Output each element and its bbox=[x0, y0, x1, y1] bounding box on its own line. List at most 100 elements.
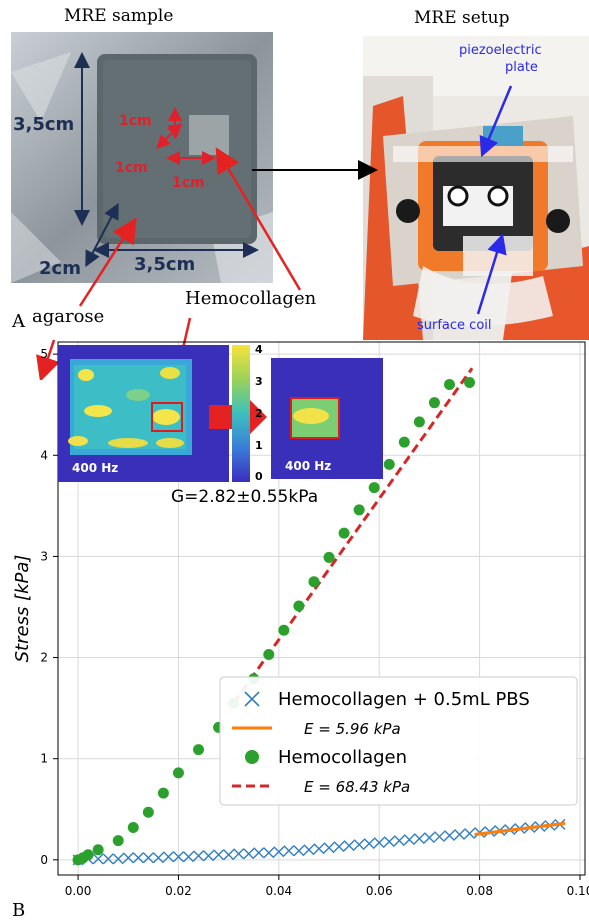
y-axis-label: Stress [kPa] bbox=[12, 555, 33, 663]
y-ticks: 0 1 2 3 4 5 bbox=[40, 347, 58, 867]
pbs-point bbox=[313, 843, 325, 855]
x-tick-label: 0.08 bbox=[466, 884, 493, 898]
legend-marker bbox=[245, 750, 259, 764]
pbs-point bbox=[363, 838, 375, 850]
pbs-point bbox=[172, 851, 184, 863]
panel-a-arrows bbox=[36, 147, 378, 380]
pbs-point bbox=[193, 850, 205, 862]
hemocollagen-point bbox=[368, 482, 380, 494]
panel-a-letter: A bbox=[12, 311, 25, 332]
height-measure-label: 3,5cm bbox=[13, 114, 75, 135]
elastogram-full-map bbox=[68, 359, 192, 455]
pbs-point bbox=[393, 835, 405, 847]
pbs-point bbox=[112, 853, 124, 865]
pbs-point bbox=[433, 831, 445, 843]
left-photo-title: MRE sample bbox=[64, 6, 174, 26]
chart-legend: Hemocollagen + 0.5mL PBS E = 5.96 kPa Hemo… bbox=[219, 676, 578, 806]
pbs-point bbox=[102, 853, 114, 865]
chart-frame bbox=[57, 341, 586, 876]
legend-label: E = 5.96 kPa bbox=[304, 720, 401, 738]
hemocollagen-point bbox=[413, 416, 425, 428]
hemocollagen-point bbox=[278, 624, 290, 636]
pbs-point bbox=[152, 852, 164, 864]
legend-label: Hemocollagen + 0.5mL PBS bbox=[278, 689, 530, 710]
pbs-point bbox=[343, 840, 355, 852]
width-measure-label: 3,5cm bbox=[134, 254, 196, 275]
pbs-point bbox=[233, 848, 245, 860]
setup-arrows bbox=[476, 85, 513, 315]
pbs-point bbox=[323, 842, 335, 854]
pbs-point bbox=[464, 828, 476, 840]
panel-b-letter: B bbox=[12, 900, 26, 921]
y-tick-label: 5 bbox=[40, 347, 48, 361]
pbs-point bbox=[223, 849, 235, 861]
pbs-point bbox=[443, 830, 455, 842]
pbs-point bbox=[383, 836, 395, 848]
pbs-point bbox=[253, 847, 265, 859]
legend-marker bbox=[244, 691, 260, 707]
hemocollagen-point bbox=[323, 551, 335, 563]
hemocollagen-point bbox=[308, 576, 320, 588]
pbs-point bbox=[132, 852, 144, 864]
hemocollagen-point bbox=[353, 504, 365, 516]
shear-modulus-label: G=2.82±0.55kPa bbox=[171, 487, 319, 507]
agarose-annotation: agarose bbox=[32, 306, 105, 327]
pbs-point bbox=[293, 845, 305, 857]
coil-label: surface coil bbox=[417, 318, 492, 333]
pbs-point bbox=[413, 833, 425, 845]
pbs-point bbox=[333, 841, 345, 853]
pbs-point bbox=[162, 851, 174, 863]
hemocollagen-point bbox=[293, 600, 305, 612]
pbs-point bbox=[454, 829, 466, 841]
y-tick-label: 4 bbox=[40, 448, 48, 462]
sample-photo: 3,5cm 3,5cm 2cm 1cm 1cm 1cm bbox=[11, 32, 273, 283]
inner-width2-label: 1cm bbox=[172, 175, 205, 191]
pbs-point bbox=[263, 847, 275, 859]
x-tick-label: 0.02 bbox=[165, 884, 192, 898]
x-tick-label: 0.06 bbox=[366, 884, 393, 898]
pbs-point bbox=[303, 844, 315, 856]
hemocollagen-point bbox=[443, 378, 455, 390]
hemocollagen-point bbox=[383, 458, 395, 470]
legend-label: E = 68.43 kPa bbox=[304, 778, 410, 796]
pbs-point bbox=[213, 849, 225, 861]
freq-label-right: 400 Hz bbox=[285, 459, 332, 473]
legend-label: Hemocollagen bbox=[278, 747, 407, 768]
y-tick-label: 1 bbox=[40, 752, 48, 766]
pbs-point bbox=[243, 848, 255, 860]
colorbar-tick-0: 0 bbox=[255, 470, 263, 483]
hemocollagen-point bbox=[172, 767, 184, 779]
colorbar bbox=[232, 345, 250, 482]
pbs-point bbox=[92, 853, 104, 865]
hemocollagen-point bbox=[112, 835, 124, 847]
x-tick-label: 0.00 bbox=[65, 884, 92, 898]
hemocollagen-point bbox=[82, 849, 94, 861]
setup-photo: piezoelectric plate surface coil bbox=[363, 36, 589, 340]
hemocollagen-point bbox=[263, 649, 275, 661]
pbs-point bbox=[142, 852, 154, 864]
y-tick-label: 2 bbox=[40, 651, 48, 665]
x-tick-label: 0.10 bbox=[567, 884, 589, 898]
hemocollagen-point bbox=[338, 527, 350, 539]
freq-label-left: 400 Hz bbox=[72, 461, 119, 475]
hemocollagen-point bbox=[428, 397, 440, 409]
pbs-point bbox=[203, 850, 215, 862]
measurement-arrows bbox=[74, 52, 259, 268]
inner-height-label: 1cm bbox=[119, 113, 152, 129]
hemocollagen-annotation: Hemocollagen bbox=[185, 288, 317, 309]
elastogram-roi-map bbox=[290, 397, 340, 439]
elastogram-roi bbox=[271, 358, 383, 479]
y-tick-label: 0 bbox=[40, 853, 48, 867]
pbs-point bbox=[403, 834, 415, 846]
colorbar-tick-1: 1 bbox=[255, 439, 263, 452]
inner-width1-label: 1cm bbox=[115, 160, 148, 176]
hemocollagen-point bbox=[157, 787, 169, 799]
pbs-point bbox=[353, 839, 365, 851]
hemocollagen-point bbox=[142, 806, 154, 818]
piezo-label-line2: plate bbox=[505, 60, 538, 75]
x-ticks: 0.00 0.02 0.04 0.06 0.08 0.10 bbox=[65, 875, 589, 898]
pbs-point bbox=[273, 846, 285, 858]
pbs-point bbox=[423, 832, 435, 844]
pbs-point bbox=[373, 837, 385, 849]
